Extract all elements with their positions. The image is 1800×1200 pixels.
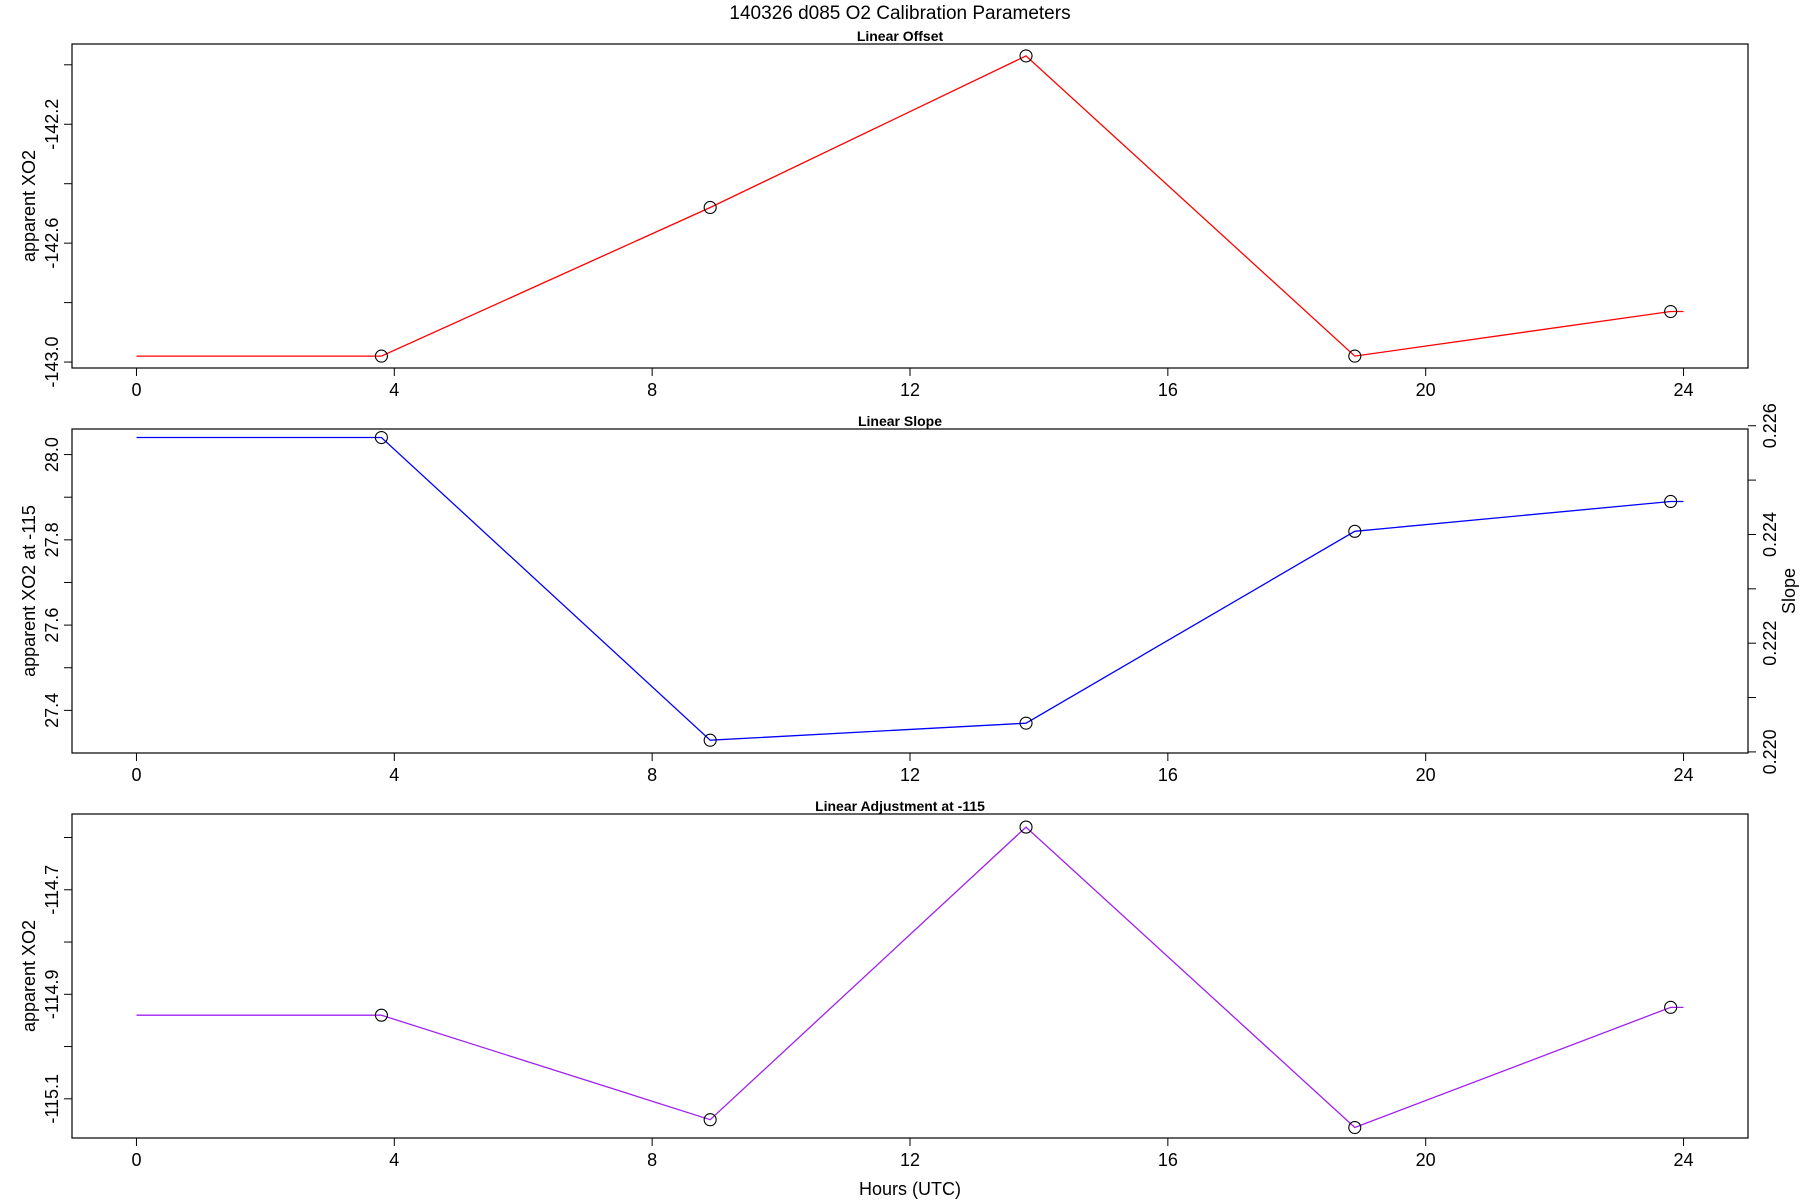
y-tick-label: 28.0 [42,437,62,472]
data-point [1664,304,1678,319]
x-tick-label: 24 [1674,1150,1694,1170]
x-tick-label: 20 [1416,380,1436,400]
x-tick-label: 0 [131,765,141,785]
data-point [703,733,717,747]
y-tick-label: -143.0 [42,337,62,388]
plot-frame [71,428,1749,754]
y2-tick-label: 0.220 [1760,729,1780,774]
x-tick-label: 8 [647,1150,657,1170]
data-point [1664,494,1678,509]
x-tick-label: 4 [389,380,399,400]
x-tick-label: 16 [1158,765,1178,785]
data-point [374,349,388,363]
x-tick-label: 20 [1416,1150,1436,1170]
data-point [703,1113,717,1127]
data-point [1348,524,1362,538]
panel-linear-offset: Linear Offset apparent XO2 0 4 8 12 16 20 24 -1… [19,28,1749,400]
y2-axis-label: Slope [1779,568,1799,614]
x-tick-label: 12 [900,1150,920,1170]
y-axis-label: apparent XO2 [19,920,39,1032]
x-tick-label: 16 [1158,380,1178,400]
x-tick-label: 16 [1158,1150,1178,1170]
plot-frame [71,813,1749,1139]
data-point [374,1008,388,1022]
x-tick-label: 4 [389,765,399,785]
x-tick-label: 12 [900,765,920,785]
panel-title: Linear Offset [857,28,944,44]
panel-title: Linear Adjustment at -115 [815,798,985,814]
x-tick-label: 12 [900,380,920,400]
figure-title: 140326 d085 O2 Calibration Parameters [729,3,1070,24]
plot-marks: 0 4 8 12 16 20 24 -143.0 -142.6 -142.2 [42,49,1694,400]
y-tick-label: 27.6 [42,608,62,643]
x-tick-label: 8 [647,380,657,400]
data-point [374,430,388,445]
data-point [1019,49,1033,63]
panel-title: Linear Slope [858,413,942,429]
series-line [136,55,1684,357]
x-tick-label: 4 [389,1150,399,1170]
panel-linear-slope: Linear Slope apparent XO2 at -115 Slope … [19,403,1799,785]
y-axis-label: apparent XO2 at -115 [19,505,39,677]
data-point [1664,1000,1678,1014]
x-axis-label: Hours (UTC) [859,1179,961,1199]
y-tick-label: -115.1 [42,1074,62,1124]
data-point [1348,349,1362,363]
panel-linear-adjustment: Linear Adjustment at -115 apparent XO2 0… [19,798,1749,1170]
data-point [1019,716,1033,730]
series-line [136,436,1684,741]
data-point [1019,820,1033,834]
x-tick-label: 20 [1416,765,1436,785]
x-tick-label: 24 [1674,765,1694,785]
plot-marks: 0 4 8 12 16 20 24 -115.1 -114.9 -114.7 [42,820,1694,1170]
y-tick-label: -142.6 [42,218,62,269]
y-axis-label: apparent XO2 [19,150,39,262]
plot-marks: 0 4 8 12 16 20 24 27.4 27.6 27.8 28.0 0.220 0.222 0.2… [42,403,1780,785]
y-tick-label: 27.4 [42,693,62,728]
x-tick-label: 0 [131,380,141,400]
y2-tick-label: 0.224 [1760,512,1780,557]
y2-tick-label: 0.226 [1760,403,1780,448]
x-tick-label: 0 [131,1150,141,1170]
data-point [1348,1120,1362,1135]
series-line [136,826,1684,1129]
y-tick-label: -142.2 [42,99,62,150]
y-tick-label: -114.9 [42,969,62,1019]
y-tick-label: 27.8 [42,522,62,557]
y-tick-label: -114.7 [42,865,62,915]
y2-tick-label: 0.222 [1760,621,1780,666]
data-point [703,200,717,215]
x-tick-label: 8 [647,765,657,785]
x-tick-label: 24 [1674,380,1694,400]
plot-frame [71,43,1749,369]
